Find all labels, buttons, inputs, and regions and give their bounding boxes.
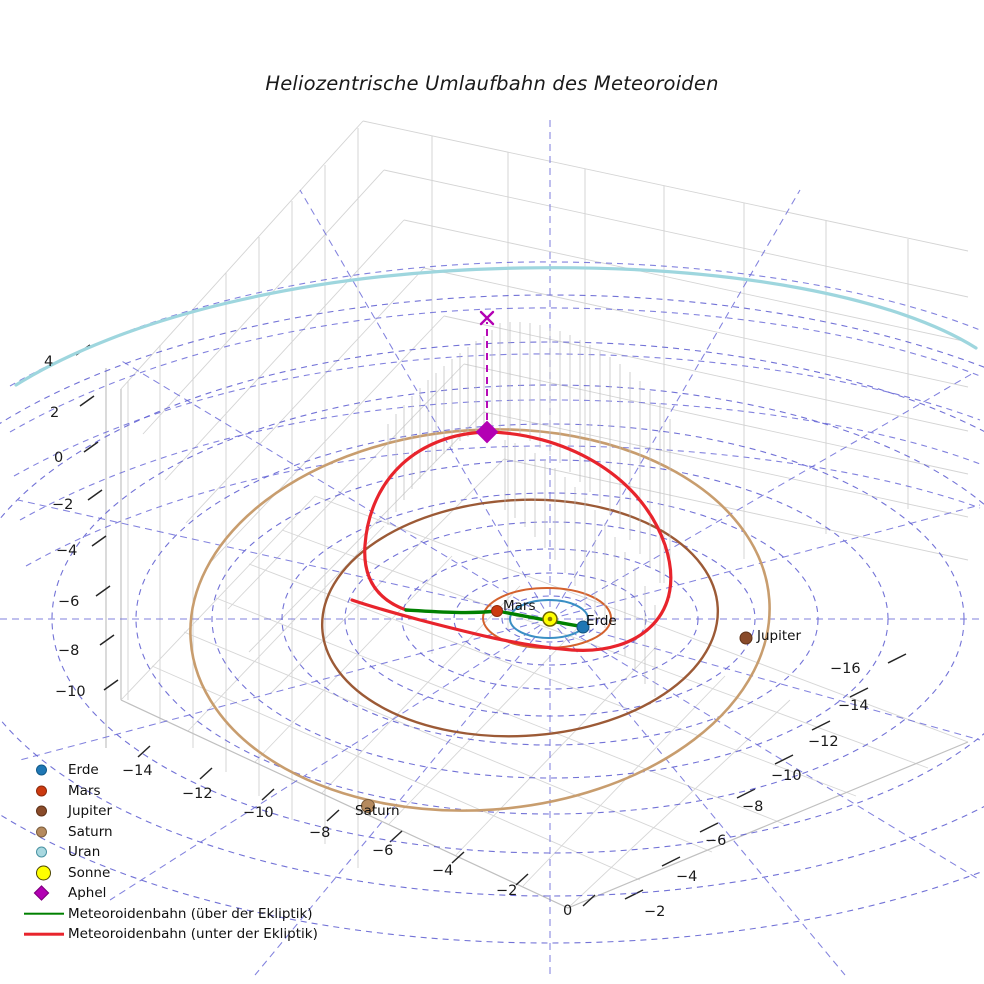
- tick-label-bottom-left: 0: [563, 903, 573, 919]
- tick-label-bottom-right: −14: [838, 698, 869, 714]
- tick-label-bottom-right: −16: [830, 661, 861, 677]
- legend-label: Saturn: [68, 823, 113, 840]
- orbit-saturn: [189, 428, 771, 812]
- marker-mars: [491, 605, 503, 617]
- tick-label-bottom-right: −12: [808, 734, 839, 750]
- legend-item[interactable]: Aphel: [22, 883, 318, 904]
- marker-jupiter: [739, 631, 753, 645]
- legend-label: Erde: [68, 762, 99, 779]
- orbit-uranus: [14, 266, 978, 387]
- orbit-jupiter: [320, 498, 720, 738]
- body-label-saturn: Saturn: [355, 803, 400, 819]
- tick-label-left: 4: [44, 354, 54, 370]
- legend-item[interactable]: Uran: [22, 842, 318, 863]
- tick-label-bottom-left: −8: [309, 825, 331, 841]
- legend-label: Mars: [68, 782, 101, 799]
- tick-label-bottom-right: −8: [742, 799, 764, 815]
- legend-label: Meteoroidenbahn (unter der Ekliptik): [68, 926, 318, 943]
- floor-outline: [120, 699, 969, 909]
- legend-label: Jupiter: [68, 803, 113, 820]
- aphel-cross-icon: [479, 310, 495, 326]
- marker-sun-core: [547, 616, 553, 622]
- chart-legend: Erde Mars Jupiter Saturn Uran Sonne Aphel Meteo…: [22, 760, 318, 945]
- tick-label-left: −10: [55, 684, 86, 700]
- tick-label-bottom-left: −4: [432, 863, 454, 879]
- axes-pane-grid: [120, 120, 505, 868]
- legend-marker-uran: [22, 842, 66, 862]
- tick-label-left: 0: [54, 450, 64, 466]
- legend-label: Meteoroidenbahn (über der Ekliptik): [68, 905, 313, 922]
- aphel-diamond-marker: [475, 420, 499, 444]
- meteoroid-orbit-below: [350, 430, 673, 652]
- chart-title: Heliozentrische Umlaufbahn des Meteoroid…: [265, 72, 719, 95]
- meteoroid-stem-lines: [387, 322, 671, 697]
- tick-label-bottom-left: −2: [496, 883, 518, 899]
- tick-label-bottom-right: −2: [644, 904, 666, 920]
- legend-marker-meteoroidenbahn: [22, 904, 66, 924]
- legend-marker-mars: [22, 781, 66, 801]
- legend-marker-meteoroidenbahn: [22, 924, 66, 944]
- tick-label-left: 2: [50, 405, 60, 421]
- body-label-mars: Mars: [503, 598, 536, 614]
- tick-label-bottom-left: −10: [243, 805, 274, 821]
- marker-saturn: [361, 799, 375, 813]
- tick-label-bottom-left: −14: [122, 763, 153, 779]
- tick-label-bottom-left: −6: [372, 843, 394, 859]
- legend-label: Aphel: [68, 885, 107, 902]
- orbit-earth: [509, 599, 589, 639]
- tick-label-bottom-right: −10: [771, 768, 802, 784]
- legend-item[interactable]: Sonne: [22, 863, 318, 884]
- legend-item[interactable]: Meteoroidenbahn (unter der Ekliptik): [22, 924, 318, 945]
- marker-erde: [576, 620, 590, 634]
- legend-item[interactable]: Mars: [22, 781, 318, 802]
- legend-item[interactable]: Meteoroidenbahn (über der Ekliptik): [22, 904, 318, 925]
- tick-label-left: −2: [52, 497, 74, 513]
- legend-label: Sonne: [68, 864, 111, 881]
- legend-marker-erde: [22, 760, 66, 780]
- z-axis-spine: [105, 368, 122, 748]
- tick-label-bottom-right: −6: [705, 833, 727, 849]
- legend-marker-sonne: [22, 863, 66, 883]
- body-label-erde: Erde: [586, 613, 617, 629]
- legend-marker-aphel: [22, 883, 66, 903]
- tick-label-bottom-left: −12: [182, 786, 213, 802]
- tick-label-left: −4: [56, 543, 78, 559]
- tick-label-left: −8: [58, 643, 80, 659]
- meteoroid-orbit-below-2: [363, 430, 489, 612]
- legend-item[interactable]: Saturn: [22, 822, 318, 843]
- axis-ticks: [75, 344, 907, 907]
- legend-marker-saturn: [22, 822, 66, 842]
- legend-item[interactable]: Jupiter: [22, 801, 318, 822]
- body-label-jupiter: Jupiter: [757, 628, 802, 644]
- tick-label-bottom-right: −4: [676, 869, 698, 885]
- polar-grid-spokes: [0, 120, 984, 976]
- legend-label: Uran: [68, 844, 101, 861]
- tick-label-left: −6: [58, 594, 80, 610]
- legend-item[interactable]: Erde: [22, 760, 318, 781]
- axes-pane-grid-right: [362, 120, 969, 654]
- legend-marker-jupiter: [22, 801, 66, 821]
